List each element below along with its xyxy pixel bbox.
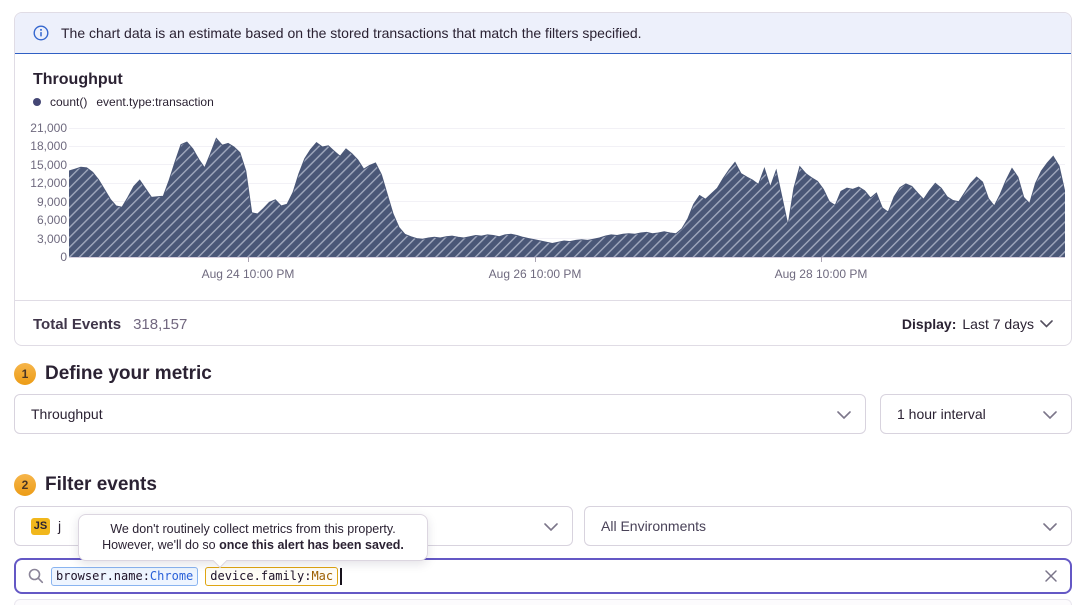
gridline	[69, 182, 1065, 184]
token-key: device.family:	[210, 568, 312, 583]
display-range-dropdown[interactable]: Display: Last 7 days	[902, 316, 1053, 332]
chart-card: The chart data is an estimate based on t…	[14, 12, 1072, 346]
y-axis-tick-label: 21,000	[30, 121, 67, 135]
chart-title: Throughput	[33, 71, 123, 88]
banner-text: The chart data is an estimate based on t…	[61, 25, 642, 41]
y-axis-tick-label: 3,000	[36, 231, 67, 246]
y-axis-tick-label: 12,000	[30, 176, 67, 191]
legend-series-label: count()	[50, 95, 88, 109]
x-axis-labels: Aug 24 10:00 PM Aug 26 10:00 PM Aug 28 10:…	[69, 267, 1065, 283]
gridline	[69, 145, 1065, 147]
clear-search-icon[interactable]	[1044, 569, 1058, 583]
search-token-browser-name[interactable]: browser.name:Chrome	[51, 566, 199, 586]
y-axis-tick-label: 9,000	[36, 194, 67, 209]
environment-select[interactable]: All Environments	[584, 506, 1072, 546]
x-axis-tick-label: Aug 26 10:00 PM	[488, 267, 582, 281]
chevron-down-icon	[837, 411, 851, 419]
step-2-badge: 2	[14, 474, 36, 496]
info-icon	[33, 25, 49, 41]
chart-legend: count() event.type:transaction	[33, 95, 214, 109]
environment-select-value: All Environments	[601, 518, 707, 534]
y-axis-tick-label: 6,000	[36, 213, 67, 228]
project-select-value: j	[58, 518, 62, 534]
define-metric-title: Define your metric	[45, 363, 212, 384]
token-key: browser.name:	[56, 568, 150, 583]
tooltip-line-1: We don't routinely collect metrics from …	[110, 522, 396, 536]
x-axis-tickmark	[247, 257, 249, 262]
gridline	[69, 201, 1065, 203]
step-1-badge: 1	[14, 363, 36, 385]
info-banner: The chart data is an estimate based on t…	[15, 13, 1071, 54]
search-token-device-family[interactable]: device.family:Mac	[205, 566, 339, 586]
total-events-label: Total Events	[33, 315, 122, 333]
y-axis-tick-label: 18,000	[30, 139, 67, 154]
x-axis-tickmark	[820, 257, 822, 262]
next-section-edge	[14, 599, 1072, 605]
text-cursor	[340, 567, 342, 585]
chevron-down-icon	[1043, 411, 1057, 419]
chevron-down-icon	[544, 523, 558, 531]
chevron-down-icon	[1043, 523, 1057, 531]
x-axis-tick-label: Aug 28 10:00 PM	[774, 267, 868, 281]
interval-select-value: 1 hour interval	[897, 406, 986, 422]
x-axis-tick-label: Aug 24 10:00 PM	[201, 267, 295, 281]
chart-footer: Total Events 318,157 Display: Last 7 day…	[15, 300, 1071, 345]
javascript-platform-icon: JS	[31, 517, 50, 535]
chevron-down-icon	[1040, 320, 1053, 328]
gridline	[69, 256, 1065, 258]
y-axis-tick-label: 15,000	[30, 157, 67, 172]
search-filter-input[interactable]: browser.name:Chrome device.family:Mac	[14, 558, 1072, 594]
legend-query-label: event.type:transaction	[96, 95, 214, 109]
gridline	[69, 127, 1065, 129]
throughput-area-chart	[69, 137, 1065, 257]
gridline	[69, 164, 1065, 166]
interval-select[interactable]: 1 hour interval	[880, 394, 1072, 434]
metric-select-value: Throughput	[31, 406, 103, 422]
metric-row: Throughput 1 hour interval	[14, 394, 1072, 434]
throughput-area-fill	[69, 138, 1065, 257]
legend-dot-icon	[33, 98, 41, 106]
gridline	[69, 219, 1065, 221]
section-filter-events: 2 Filter events	[14, 474, 157, 496]
filter-events-title: Filter events	[45, 474, 157, 495]
tooltip-line-2: However, we'll do so once this alert has…	[102, 538, 404, 552]
token-value: Chrome	[149, 568, 194, 583]
metrics-collection-tooltip: We don't routinely collect metrics from …	[78, 514, 428, 569]
gridline	[69, 238, 1065, 240]
total-events-value: 318,157	[133, 315, 188, 333]
display-value: Last 7 days	[962, 316, 1034, 332]
display-label: Display:	[901, 316, 957, 332]
metric-select[interactable]: Throughput	[14, 394, 866, 434]
token-value: Mac	[311, 568, 334, 583]
throughput-area-edge	[69, 137, 1065, 245]
x-axis-tickmark	[535, 257, 537, 262]
section-define-metric: 1 Define your metric	[14, 363, 212, 385]
y-axis-labels: 0 3,000 6,000 9,000 12,000 15,000 18,000 21,000	[15, 122, 67, 263]
search-icon	[28, 568, 44, 584]
chart-plot[interactable]	[69, 127, 1065, 262]
y-axis-tick-label: 0	[60, 250, 67, 264]
